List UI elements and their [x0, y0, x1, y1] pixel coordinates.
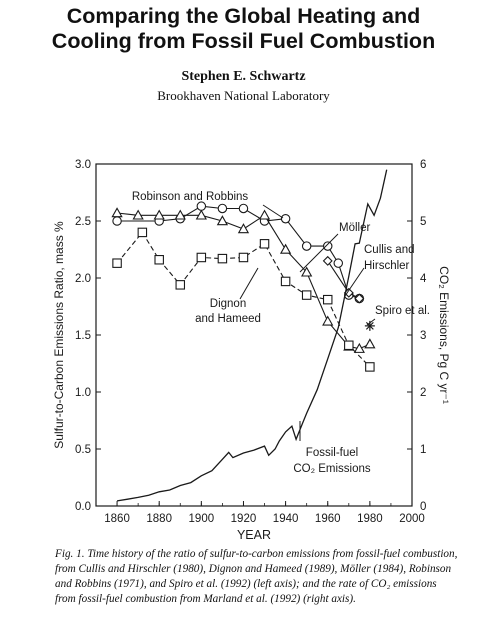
- y-right-tick-label: 0: [420, 501, 426, 513]
- annotation-label: Möller: [339, 222, 370, 234]
- x-tick-label: 1940: [273, 513, 299, 525]
- y-left-axis-label: Sulfur-to-Carbon Emissions Ratio, mass %: [52, 221, 66, 449]
- author-affiliation: Brookhaven National Laboratory: [157, 88, 330, 103]
- series-co2-line: [116, 169, 388, 502]
- series-square-point: [217, 253, 228, 264]
- series-triangle-point: [195, 209, 207, 220]
- series-square-point: [259, 239, 270, 249]
- series-circle-line: [117, 205, 360, 300]
- series-triangle-point: [216, 215, 229, 226]
- series-triangle-point: [132, 209, 144, 220]
- y-right-tick-label: 1: [420, 444, 426, 456]
- annotation-label: Dignon: [210, 298, 246, 310]
- y-left-tick-label: 1.0: [75, 387, 91, 399]
- x-tick-label: 2000: [399, 513, 425, 525]
- series-triangle-point: [111, 207, 123, 218]
- annotation-label: CO₂ Emissions: [293, 463, 371, 475]
- series-triangle-point: [301, 266, 313, 277]
- y-left-tick-label: 0.0: [75, 501, 91, 513]
- series-diamond-point: [354, 293, 365, 304]
- series-triangle-point: [174, 209, 186, 220]
- series-triangle-point: [353, 342, 365, 353]
- emissions-chart: 1860 1880 1900 1920 1940 1960 1980 2000 0.0 0.5 1.…: [52, 159, 451, 542]
- annotation-leader: [239, 267, 259, 300]
- x-tick-label: 1900: [189, 513, 215, 525]
- series-circle-point: [196, 201, 207, 211]
- x-tick-label: 1860: [104, 513, 130, 525]
- author-name: Stephen E. Schwartz: [181, 69, 306, 84]
- x-tick-label: 1920: [231, 513, 257, 525]
- series-square-point: [280, 276, 291, 287]
- x-tick-label: 1980: [357, 513, 383, 525]
- series-square-point: [112, 258, 122, 268]
- y-right-tick-label: 5: [420, 216, 426, 228]
- series-square-point: [154, 255, 164, 265]
- series-square-point: [196, 252, 207, 263]
- annotation-leader: [262, 204, 284, 219]
- series-triangle-line: [117, 212, 371, 350]
- y-right-tick-label: 3: [420, 330, 426, 342]
- y-left-tick-label: 0.5: [75, 444, 91, 456]
- series-triangle-point: [322, 315, 334, 326]
- annotation-label: Hirschler: [364, 260, 410, 272]
- title-line-2: Cooling from Fossil Fuel Combustion: [51, 29, 436, 53]
- series-square-point: [175, 280, 186, 290]
- series-diamond-point: [322, 255, 333, 266]
- annotation-label: Spiro et al.: [375, 305, 430, 317]
- spiro-star-stroke: [365, 321, 374, 330]
- series-square-point: [365, 362, 375, 372]
- y-left-tick-label: 1.5: [75, 330, 91, 342]
- annotation-label: Fossil-fuel: [306, 447, 358, 459]
- figure-caption: Fig. 1. Time history of the ratio of sul…: [55, 548, 458, 605]
- series-circle-point: [322, 241, 333, 251]
- x-tick-label: 1880: [146, 513, 172, 525]
- series-circle-point: [280, 213, 291, 224]
- series-circle-point: [333, 258, 344, 268]
- annotation-label: Cullis and: [364, 244, 415, 256]
- series-circle-point: [301, 241, 312, 251]
- annotation-label: Robinson and Robbins: [132, 191, 249, 203]
- series-circle-point: [217, 203, 228, 214]
- y-left-tick-label: 3.0: [75, 159, 91, 171]
- annotation-label: and Hameed: [195, 313, 261, 325]
- series-triangle-point: [258, 209, 271, 220]
- series-square-point: [137, 227, 148, 238]
- page-title: Comparing the Global Heating and Cooling…: [0, 4, 487, 54]
- y-left-tick-label: 2.0: [75, 273, 91, 285]
- annotation-leader: [344, 267, 365, 297]
- series-circle-point: [112, 216, 122, 226]
- x-axis-label: YEAR: [237, 528, 271, 542]
- y-right-tick-label: 4: [420, 273, 427, 285]
- y-right-tick-label: 2: [420, 387, 426, 399]
- annotation-leader: [366, 318, 376, 326]
- y-left-tick-label: 2.5: [75, 216, 91, 228]
- series-square-point: [301, 290, 312, 300]
- title-line-1: Comparing the Global Heating and: [66, 4, 421, 28]
- series-triangle-point: [364, 338, 376, 349]
- y-right-tick-label: 6: [420, 159, 426, 171]
- x-tick-label: 1960: [315, 513, 341, 525]
- series-triangle-point: [279, 243, 292, 254]
- series-square-point: [344, 340, 354, 351]
- series-triangle-point: [153, 209, 165, 220]
- annotation-leader: [299, 233, 339, 273]
- y-right-axis-label: CO₂ Emissions, Pg C yr⁻¹: [437, 266, 451, 404]
- series-square-point: [322, 294, 333, 305]
- series-triangle-point: [237, 223, 250, 234]
- series-square-point: [238, 252, 249, 263]
- series-circle-point: [238, 203, 249, 214]
